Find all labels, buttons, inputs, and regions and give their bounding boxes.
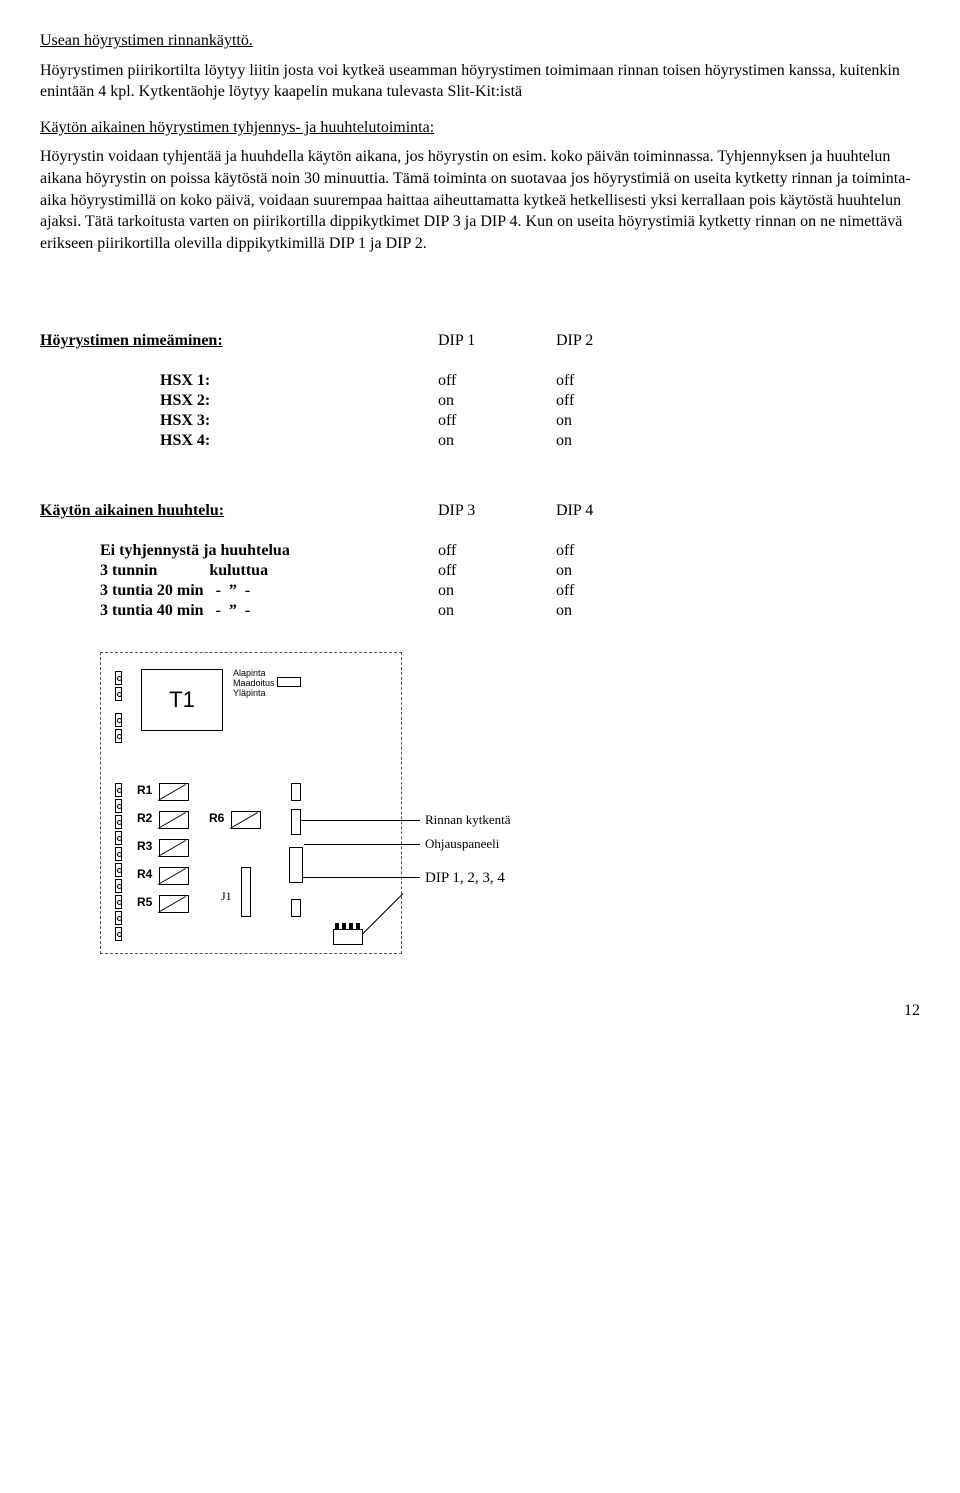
t1-header-label: Höyrystimen nimeäminen: xyxy=(40,332,223,349)
connector-icon xyxy=(115,911,122,925)
leader-line xyxy=(300,820,420,821)
spacer xyxy=(40,452,920,502)
t1-r1-c2: off xyxy=(556,392,674,412)
t2-header-c1: DIP 3 xyxy=(438,502,556,522)
resistor-icon xyxy=(159,783,189,801)
section1-title-text: Usean höyrystimen rinnankäyttö. xyxy=(40,32,253,49)
label-ylapinta: Yläpinta xyxy=(233,689,266,699)
t2-r3-c1: on xyxy=(438,602,556,622)
dip-pin-icon xyxy=(342,923,346,929)
r4-label: R4 xyxy=(137,867,152,881)
section2-p1: Höyrystin voidaan tyhjentää ja huuhdella… xyxy=(40,146,920,254)
pin-header-icon xyxy=(291,783,301,801)
resistor-icon xyxy=(159,895,189,913)
annot-dip: DIP 1, 2, 3, 4 xyxy=(425,870,505,887)
dip-pin-icon xyxy=(349,923,353,929)
r2-label: R2 xyxy=(137,811,152,825)
connector-icon xyxy=(115,729,122,743)
annot-rinnan: Rinnan kytkentä xyxy=(425,812,511,828)
j1-header-icon xyxy=(241,867,251,917)
annot-ohjaus: Ohjauspaneeli xyxy=(425,836,499,852)
table-row: 3 tunnin kuluttua off on xyxy=(40,562,674,582)
t1-r1-label: HSX 2: xyxy=(40,392,438,412)
section1-title: Usean höyrystimen rinnankäyttö. xyxy=(40,30,920,52)
resistor-icon xyxy=(159,867,189,885)
pin-header-icon xyxy=(291,809,301,835)
table-row: HSX 4: on on xyxy=(40,432,674,452)
naming-table: Höyrystimen nimeäminen: DIP 1 DIP 2 HSX … xyxy=(40,332,674,452)
section1-p1: Höyrystimen piirikortilta löytyy liitin … xyxy=(40,60,920,103)
t1-r2-c1: off xyxy=(438,412,556,432)
connector-icon xyxy=(115,847,122,861)
t2-header-label: Käytön aikainen huuhtelu: xyxy=(40,502,224,519)
t1-r3-c1: on xyxy=(438,432,556,452)
t1-r2-c2: on xyxy=(556,412,674,432)
rinse-table: Käytön aikainen huuhtelu: DIP 3 DIP 4 Ei… xyxy=(40,502,674,622)
t1-r0-c2: off xyxy=(556,372,674,392)
t1-r0-label: HSX 1: xyxy=(40,372,438,392)
j1-label: J1 xyxy=(221,889,232,904)
r3-label: R3 xyxy=(137,839,152,853)
connector-icon xyxy=(115,863,122,877)
t2-r3-label: 3 tuntia 40 min - ” - xyxy=(40,602,438,622)
t2-r0-c1: off xyxy=(438,542,556,562)
t2-r1-c1: off xyxy=(438,562,556,582)
connector-icon xyxy=(115,713,122,727)
connector-icon xyxy=(115,927,122,941)
connector-icon xyxy=(115,815,122,829)
resistor-icon xyxy=(231,811,261,829)
resistor-icon xyxy=(159,839,189,857)
table-row: HSX 2: on off xyxy=(40,392,674,412)
r5-label: R5 xyxy=(137,895,152,909)
page-number: 12 xyxy=(40,1002,920,1020)
connector-icon xyxy=(115,879,122,893)
pcb-diagram: T1 Alapinta Maadoitus Yläpinta R1 R2 R3 … xyxy=(40,652,600,972)
t1-header-c1: DIP 1 xyxy=(438,332,556,352)
t2-r3-c2: on xyxy=(556,602,674,622)
t2-r2-c1: on xyxy=(438,582,556,602)
t2-r1-label: 3 tunnin kuluttua xyxy=(40,562,438,582)
table-row: Ei tyhjennystä ja huuhtelua off off xyxy=(40,542,674,562)
table-row: HSX 1: off off xyxy=(40,372,674,392)
connector-icon xyxy=(115,799,122,813)
t2-r0-c2: off xyxy=(556,542,674,562)
section2-title-text: Käytön aikainen höyrystimen tyhjennys- j… xyxy=(40,119,434,136)
leader-line xyxy=(302,877,420,878)
t2-r1-c2: on xyxy=(556,562,674,582)
t1-r1-c1: on xyxy=(438,392,556,412)
pcb-outline: T1 Alapinta Maadoitus Yläpinta R1 R2 R3 … xyxy=(100,652,402,954)
table-row: 3 tuntia 20 min - ” - on off xyxy=(40,582,674,602)
table-row: 3 tuntia 40 min - ” - on on xyxy=(40,602,674,622)
connector-icon xyxy=(115,671,122,685)
pin-header-icon xyxy=(291,899,301,917)
t1-r3-c2: on xyxy=(556,432,674,452)
table-row: HSX 3: off on xyxy=(40,412,674,432)
r6-label: R6 xyxy=(209,811,224,825)
pin-header-icon xyxy=(277,677,301,687)
dip-switch-icon xyxy=(333,929,363,945)
spacer xyxy=(40,262,920,332)
resistor-icon xyxy=(159,811,189,829)
table-header-row: Käytön aikainen huuhtelu: DIP 3 DIP 4 xyxy=(40,502,674,522)
connector-icon xyxy=(115,687,122,701)
dip-pin-icon xyxy=(335,923,339,929)
t1-r0-c1: off xyxy=(438,372,556,392)
section2-title: Käytön aikainen höyrystimen tyhjennys- j… xyxy=(40,117,920,139)
dip-pin-icon xyxy=(356,923,360,929)
t2-r2-c2: off xyxy=(556,582,674,602)
t1-box: T1 xyxy=(141,669,223,731)
connector-icon xyxy=(115,895,122,909)
t1-header-c2: DIP 2 xyxy=(556,332,674,352)
t1-r3-label: HSX 4: xyxy=(40,432,438,452)
table-header-row: Höyrystimen nimeäminen: DIP 1 DIP 2 xyxy=(40,332,674,352)
r1-label: R1 xyxy=(137,783,152,797)
t2-r2-label: 3 tuntia 20 min - ” - xyxy=(40,582,438,602)
t2-header-c2: DIP 4 xyxy=(556,502,674,522)
connector-icon xyxy=(115,783,122,797)
t2-r0-label: Ei tyhjennystä ja huuhtelua xyxy=(40,542,438,562)
pin-header-icon xyxy=(289,847,303,883)
leader-line xyxy=(304,844,420,845)
t1-r2-label: HSX 3: xyxy=(40,412,438,432)
connector-icon xyxy=(115,831,122,845)
